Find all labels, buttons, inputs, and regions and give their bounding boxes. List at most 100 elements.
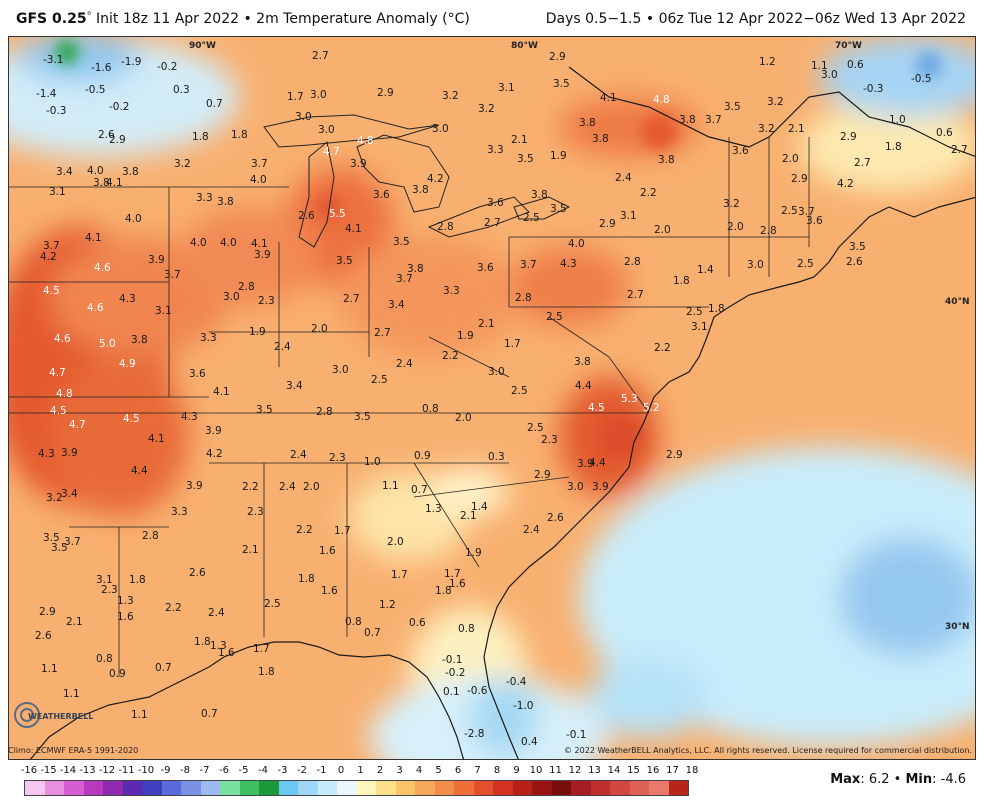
anomaly-value: 1.8	[298, 573, 315, 585]
weatherbell-logo: WEATHERBELL	[12, 700, 112, 736]
anomaly-value: 3.6	[373, 189, 390, 201]
colorbar-tick-label: 11	[549, 765, 562, 776]
anomaly-value: 2.4	[523, 524, 540, 536]
anomaly-value: 0.7	[364, 627, 381, 639]
anomaly-value: 3.5	[550, 203, 567, 215]
anomaly-value: 2.2	[640, 187, 657, 199]
anomaly-value: 2.0	[654, 224, 671, 236]
colorbar-swatch	[337, 781, 357, 795]
anomaly-value: 2.6	[298, 210, 315, 222]
anomaly-value: 3.9	[186, 480, 203, 492]
anomaly-value: 1.2	[379, 599, 396, 611]
colorbar-swatch	[512, 781, 532, 795]
anomaly-value: 2.8	[624, 256, 641, 268]
anomaly-value: 2.0	[311, 323, 328, 335]
anomaly-value: 4.0	[125, 213, 142, 225]
anomaly-value: 1.7	[334, 525, 351, 537]
anomaly-value: 1.8	[673, 275, 690, 287]
anomaly-value: 3.2	[174, 158, 191, 170]
colorbar-tick-label: 10	[529, 765, 543, 776]
anomaly-value: 2.0	[387, 536, 404, 548]
colorbar-tick-label: 5	[435, 765, 442, 776]
anomaly-value: 3.5	[43, 532, 60, 544]
colorbar-swatch	[395, 781, 415, 795]
colorbar-tick-label: -8	[180, 765, 190, 776]
grid-label-30n: 30°N	[945, 622, 970, 632]
anomaly-value: 4.1	[106, 177, 123, 189]
colorbar-tick-label: -11	[118, 765, 135, 776]
anomaly-value: 1.8	[129, 574, 146, 586]
anomaly-value: 1.3	[210, 640, 227, 652]
anomaly-value: 5.5	[329, 208, 346, 220]
colorbar-tick-label: 2	[376, 765, 384, 776]
grid-label-80w: 80°W	[511, 41, 538, 51]
anomaly-value: 2.0	[727, 221, 744, 233]
anomaly-value: 1.3	[425, 503, 442, 515]
anomaly-value: 0.9	[109, 668, 126, 680]
header: GFS 0.25° Init 18z 11 Apr 2022 • 2m Temp…	[0, 0, 984, 36]
colorbar-swatch	[356, 781, 376, 795]
anomaly-value: 1.6	[218, 647, 235, 659]
colorbar-swatch	[532, 781, 552, 795]
grid-label-90w: 90°W	[189, 41, 216, 51]
max-label: Max	[830, 772, 861, 787]
anomaly-value: 3.5	[354, 411, 371, 423]
anomaly-value: 3.0	[332, 364, 349, 376]
anomaly-value: 4.2	[837, 178, 854, 190]
anomaly-value: 3.7	[164, 269, 181, 281]
colorbar-swatch	[122, 781, 142, 795]
anomaly-value: 4.9	[119, 358, 136, 370]
anomaly-value: 1.1	[131, 709, 148, 721]
anomaly-value: 3.7	[43, 240, 60, 252]
anomaly-value: 3.4	[286, 380, 303, 392]
anomaly-value: 1.0	[364, 456, 381, 468]
anomaly-value: 3.3	[171, 506, 188, 518]
colorbar-tick-label: 0	[337, 765, 345, 776]
anomaly-value: 2.7	[374, 327, 391, 339]
colorbar-tick-label: -7	[199, 765, 210, 776]
anomaly-value: 4.1	[85, 232, 102, 244]
anomaly-value: 2.5	[371, 374, 388, 386]
anomaly-value: 4.6	[94, 262, 111, 274]
anomaly-value: 3.7	[251, 158, 268, 170]
anomaly-value: 3.8	[93, 177, 110, 189]
anomaly-value: 1.7	[391, 569, 408, 581]
anomaly-value: 3.8	[412, 184, 429, 196]
anomaly-value: 4.3	[38, 448, 55, 460]
anomaly-value: 2.4	[290, 449, 307, 461]
anomaly-value: -0.5	[911, 73, 932, 85]
anomaly-values: -3.1 -1.6 -1.9 -0.2 -1.4 -0.5 -0.3 -0.2 0.3 0.7 2.…	[35, 50, 968, 748]
anomaly-value: 4.1	[345, 223, 362, 235]
anomaly-value: -0.1	[442, 654, 463, 666]
colorbar-tick-label: 14	[607, 765, 621, 776]
coastlines	[29, 66, 975, 759]
anomaly-value: 2.2	[654, 342, 671, 354]
anomaly-value: 2.0	[782, 153, 799, 165]
anomaly-field	[9, 37, 975, 759]
anomaly-value: 2.4	[279, 481, 296, 493]
anomaly-value: 2.3	[101, 584, 118, 596]
anomaly-value: 2.6	[35, 630, 52, 642]
anomaly-value: 3.5	[51, 542, 68, 554]
colorbar-swatch	[376, 781, 396, 795]
anomaly-value: 4.7	[49, 367, 66, 379]
anomaly-value: 0.3	[488, 451, 505, 463]
init-text: Init 18z 11 Apr 2022 • 2m Temperature An…	[91, 11, 470, 27]
min-label: Min	[905, 772, 933, 787]
colorbar-swatch	[25, 781, 45, 795]
colorbar-tick-label: -5	[238, 765, 249, 776]
anomaly-value: 3.3	[196, 192, 213, 204]
colorbar-tick-label: 17	[666, 765, 679, 776]
anomaly-value: 2.8	[316, 406, 333, 418]
anomaly-value: 4.4	[589, 457, 606, 469]
anomaly-value: 2.6	[846, 256, 863, 268]
anomaly-value: 5.0	[99, 338, 116, 350]
model-name: GFS 0.25	[16, 11, 87, 27]
anomaly-value: 3.7	[64, 536, 81, 548]
anomaly-value: 2.3	[541, 434, 558, 446]
anomaly-value: 4.6	[54, 333, 71, 345]
anomaly-value: 3.9	[254, 249, 271, 261]
anomaly-value: 3.4	[56, 166, 73, 178]
colorbar-tick-label: 4	[415, 765, 423, 776]
anomaly-value: 1.8	[194, 636, 211, 648]
